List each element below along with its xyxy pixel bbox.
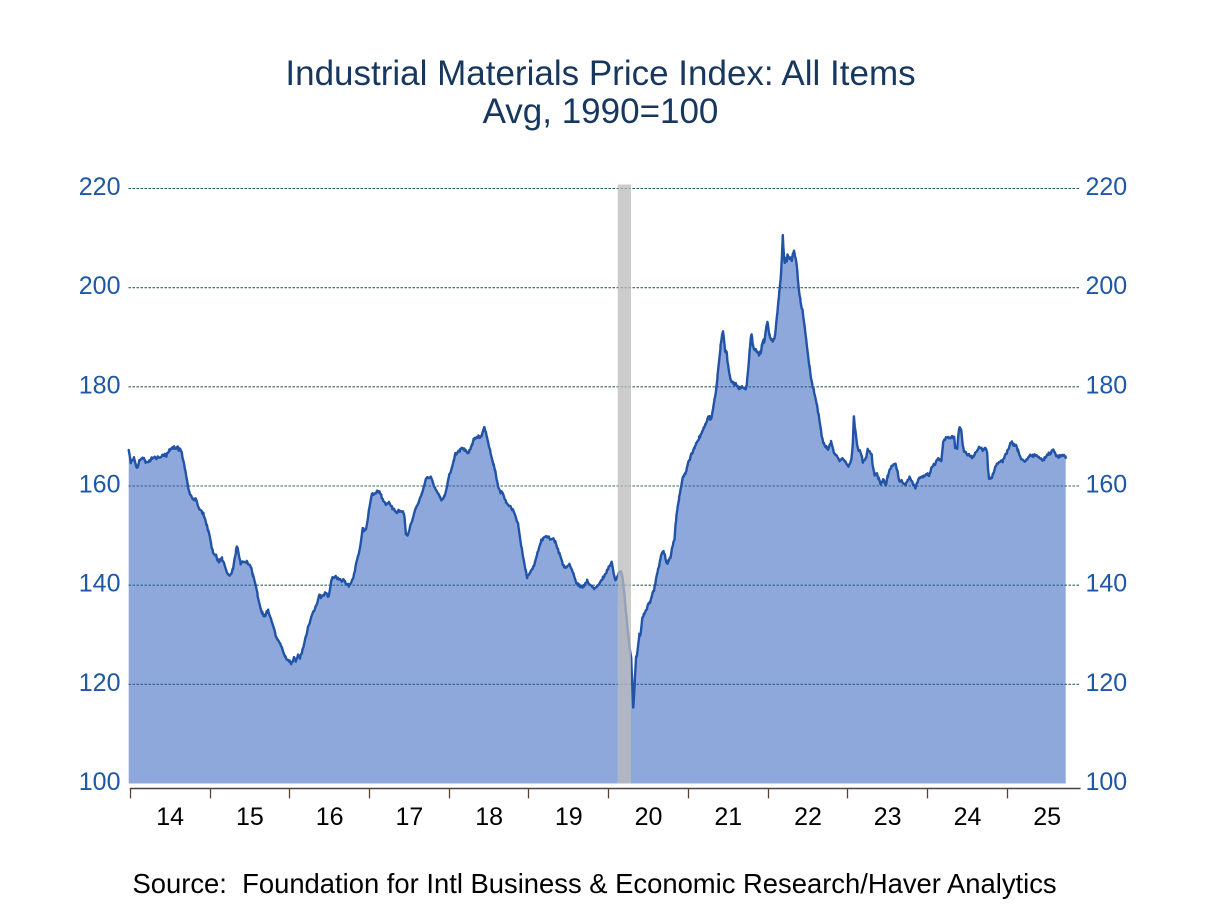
svg-text:140: 140 <box>79 570 121 598</box>
svg-text:200: 200 <box>1086 272 1128 300</box>
svg-text:19: 19 <box>555 803 583 831</box>
svg-text:17: 17 <box>395 803 423 831</box>
svg-text:160: 160 <box>1086 471 1128 499</box>
svg-text:180: 180 <box>79 371 121 399</box>
svg-text:Industrial Materials Price Ind: Industrial Materials Price Index: All It… <box>285 54 915 93</box>
svg-text:100: 100 <box>79 768 121 796</box>
svg-text:20: 20 <box>635 803 663 831</box>
svg-text:220: 220 <box>79 173 121 201</box>
svg-text:21: 21 <box>714 803 742 831</box>
svg-text:14: 14 <box>156 803 184 831</box>
svg-text:25: 25 <box>1033 803 1061 831</box>
svg-text:220: 220 <box>1086 173 1128 201</box>
svg-text:22: 22 <box>794 803 822 831</box>
svg-text:160: 160 <box>79 471 121 499</box>
svg-text:Avg, 1990=100: Avg, 1990=100 <box>483 92 719 131</box>
svg-text:23: 23 <box>874 803 902 831</box>
svg-text:200: 200 <box>79 272 121 300</box>
svg-text:Source: Foundation for Intl B: Source: Foundation for Intl Business & E… <box>133 868 1057 899</box>
svg-text:15: 15 <box>236 803 264 831</box>
svg-text:140: 140 <box>1086 570 1128 598</box>
svg-text:18: 18 <box>475 803 503 831</box>
svg-text:100: 100 <box>1086 768 1128 796</box>
svg-text:24: 24 <box>954 803 982 831</box>
svg-text:120: 120 <box>79 669 121 697</box>
svg-text:120: 120 <box>1086 669 1128 697</box>
svg-text:180: 180 <box>1086 371 1128 399</box>
svg-text:16: 16 <box>316 803 344 831</box>
